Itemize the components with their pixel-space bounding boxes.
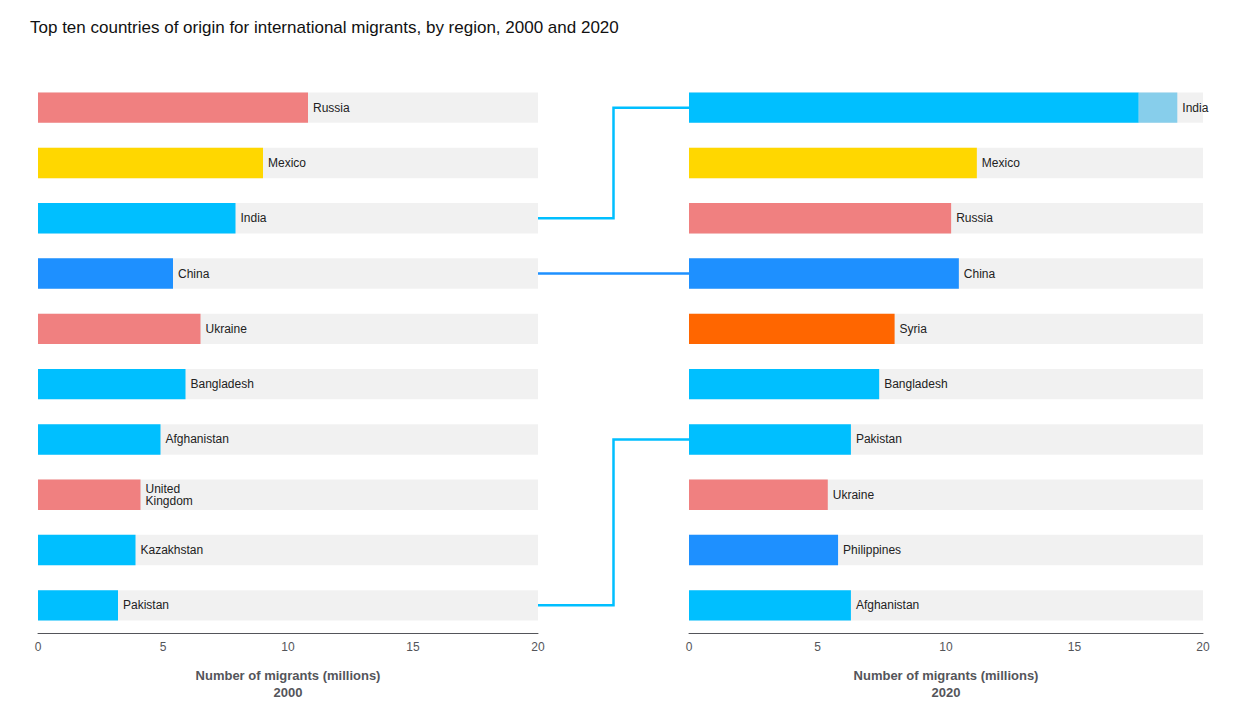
svg-text:Number of migrants (millions): Number of migrants (millions) <box>196 668 381 683</box>
svg-text:China: China <box>964 267 996 281</box>
svg-text:2020: 2020 <box>932 685 961 700</box>
svg-text:Mexico: Mexico <box>268 156 306 170</box>
svg-text:Top ten countries of origin fo: Top ten countries of origin for internat… <box>30 18 619 37</box>
svg-text:Pakistan: Pakistan <box>123 598 169 612</box>
svg-text:Ukraine: Ukraine <box>206 322 248 336</box>
svg-text:Kingdom: Kingdom <box>146 494 193 508</box>
svg-text:India: India <box>241 211 267 225</box>
svg-text:5: 5 <box>814 640 821 654</box>
svg-text:Afghanistan: Afghanistan <box>856 598 919 612</box>
svg-text:20: 20 <box>531 640 545 654</box>
svg-text:15: 15 <box>406 640 420 654</box>
svg-text:5: 5 <box>160 640 167 654</box>
svg-text:Philippines: Philippines <box>843 543 901 557</box>
svg-text:Russia: Russia <box>956 211 993 225</box>
svg-text:15: 15 <box>1068 640 1082 654</box>
svg-text:Bangladesh: Bangladesh <box>884 377 947 391</box>
svg-text:Russia: Russia <box>313 101 350 115</box>
svg-text:Syria: Syria <box>900 322 928 336</box>
svg-text:China: China <box>178 267 210 281</box>
svg-text:Number of migrants (millions): Number of migrants (millions) <box>854 668 1039 683</box>
svg-text:Bangladesh: Bangladesh <box>191 377 254 391</box>
svg-text:0: 0 <box>686 640 693 654</box>
svg-text:United: United <box>145 481 181 496</box>
svg-text:0: 0 <box>35 640 42 654</box>
svg-text:10: 10 <box>281 640 295 654</box>
svg-text:10: 10 <box>939 640 953 654</box>
svg-text:2000: 2000 <box>274 685 303 700</box>
svg-text:20: 20 <box>1196 640 1210 654</box>
svg-text:Mexico: Mexico <box>982 156 1020 170</box>
svg-text:Kazakhstan: Kazakhstan <box>141 543 204 557</box>
svg-text:Ukraine: Ukraine <box>833 488 875 502</box>
svg-text:India: India <box>1182 101 1208 115</box>
svg-text:Pakistan: Pakistan <box>856 432 902 446</box>
svg-text:Afghanistan: Afghanistan <box>166 432 229 446</box>
